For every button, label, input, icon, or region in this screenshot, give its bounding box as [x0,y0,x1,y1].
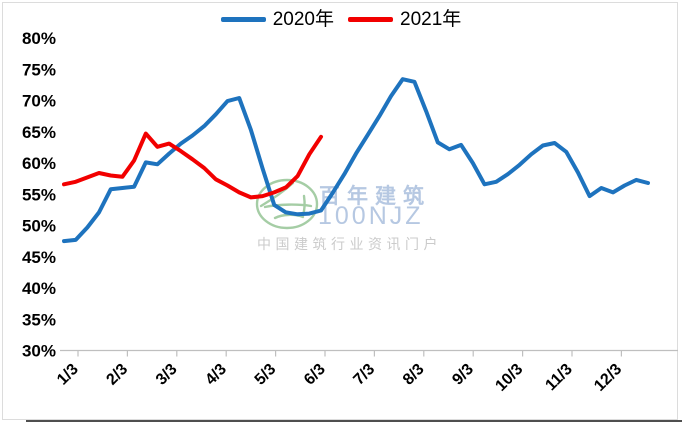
y-axis-label: 40% [22,279,56,298]
y-axis-label: 80% [22,29,56,48]
y-axis-label: 65% [22,123,56,142]
x-axis-label: 7/3 [350,361,378,389]
y-axis-label: 35% [22,310,56,329]
x-axis-label: 11/3 [542,361,575,394]
legend-label-2020: 2020年 [272,9,334,30]
y-axis-label: 45% [22,248,56,267]
bottom-divider [26,420,682,422]
legend-item-2020: 2020年 [220,9,334,30]
y-axis-label: 75% [22,60,56,79]
legend: 2020年 2021年 [0,10,682,29]
x-axis-label: 4/3 [202,361,230,389]
x-axis-label: 9/3 [449,361,477,389]
y-axis-label: 55% [22,185,56,204]
series-line-2020年 [62,77,650,244]
x-axis-label: 5/3 [252,361,280,389]
x-axis-label: 6/3 [301,361,329,389]
x-axis-label: 1/3 [54,361,82,389]
y-axis-label: 70% [22,92,56,111]
legend-item-2021: 2021年 [348,10,461,29]
x-axis-label: 8/3 [400,361,428,389]
y-axis-label: 50% [22,217,56,236]
x-axis-label: 2/3 [103,361,131,389]
legend-label-2021: 2021年 [400,9,462,30]
series-line-2021年 [62,131,323,200]
x-axis-label: 3/3 [153,361,181,389]
legend-swatch-2020 [220,17,266,22]
y-axis-label: 30% [22,342,56,361]
x-axis-label: 10/3 [492,361,526,395]
legend-swatch-2021 [348,17,393,22]
x-axis-label: 12/3 [591,361,625,395]
y-axis-label: 60% [22,154,56,173]
